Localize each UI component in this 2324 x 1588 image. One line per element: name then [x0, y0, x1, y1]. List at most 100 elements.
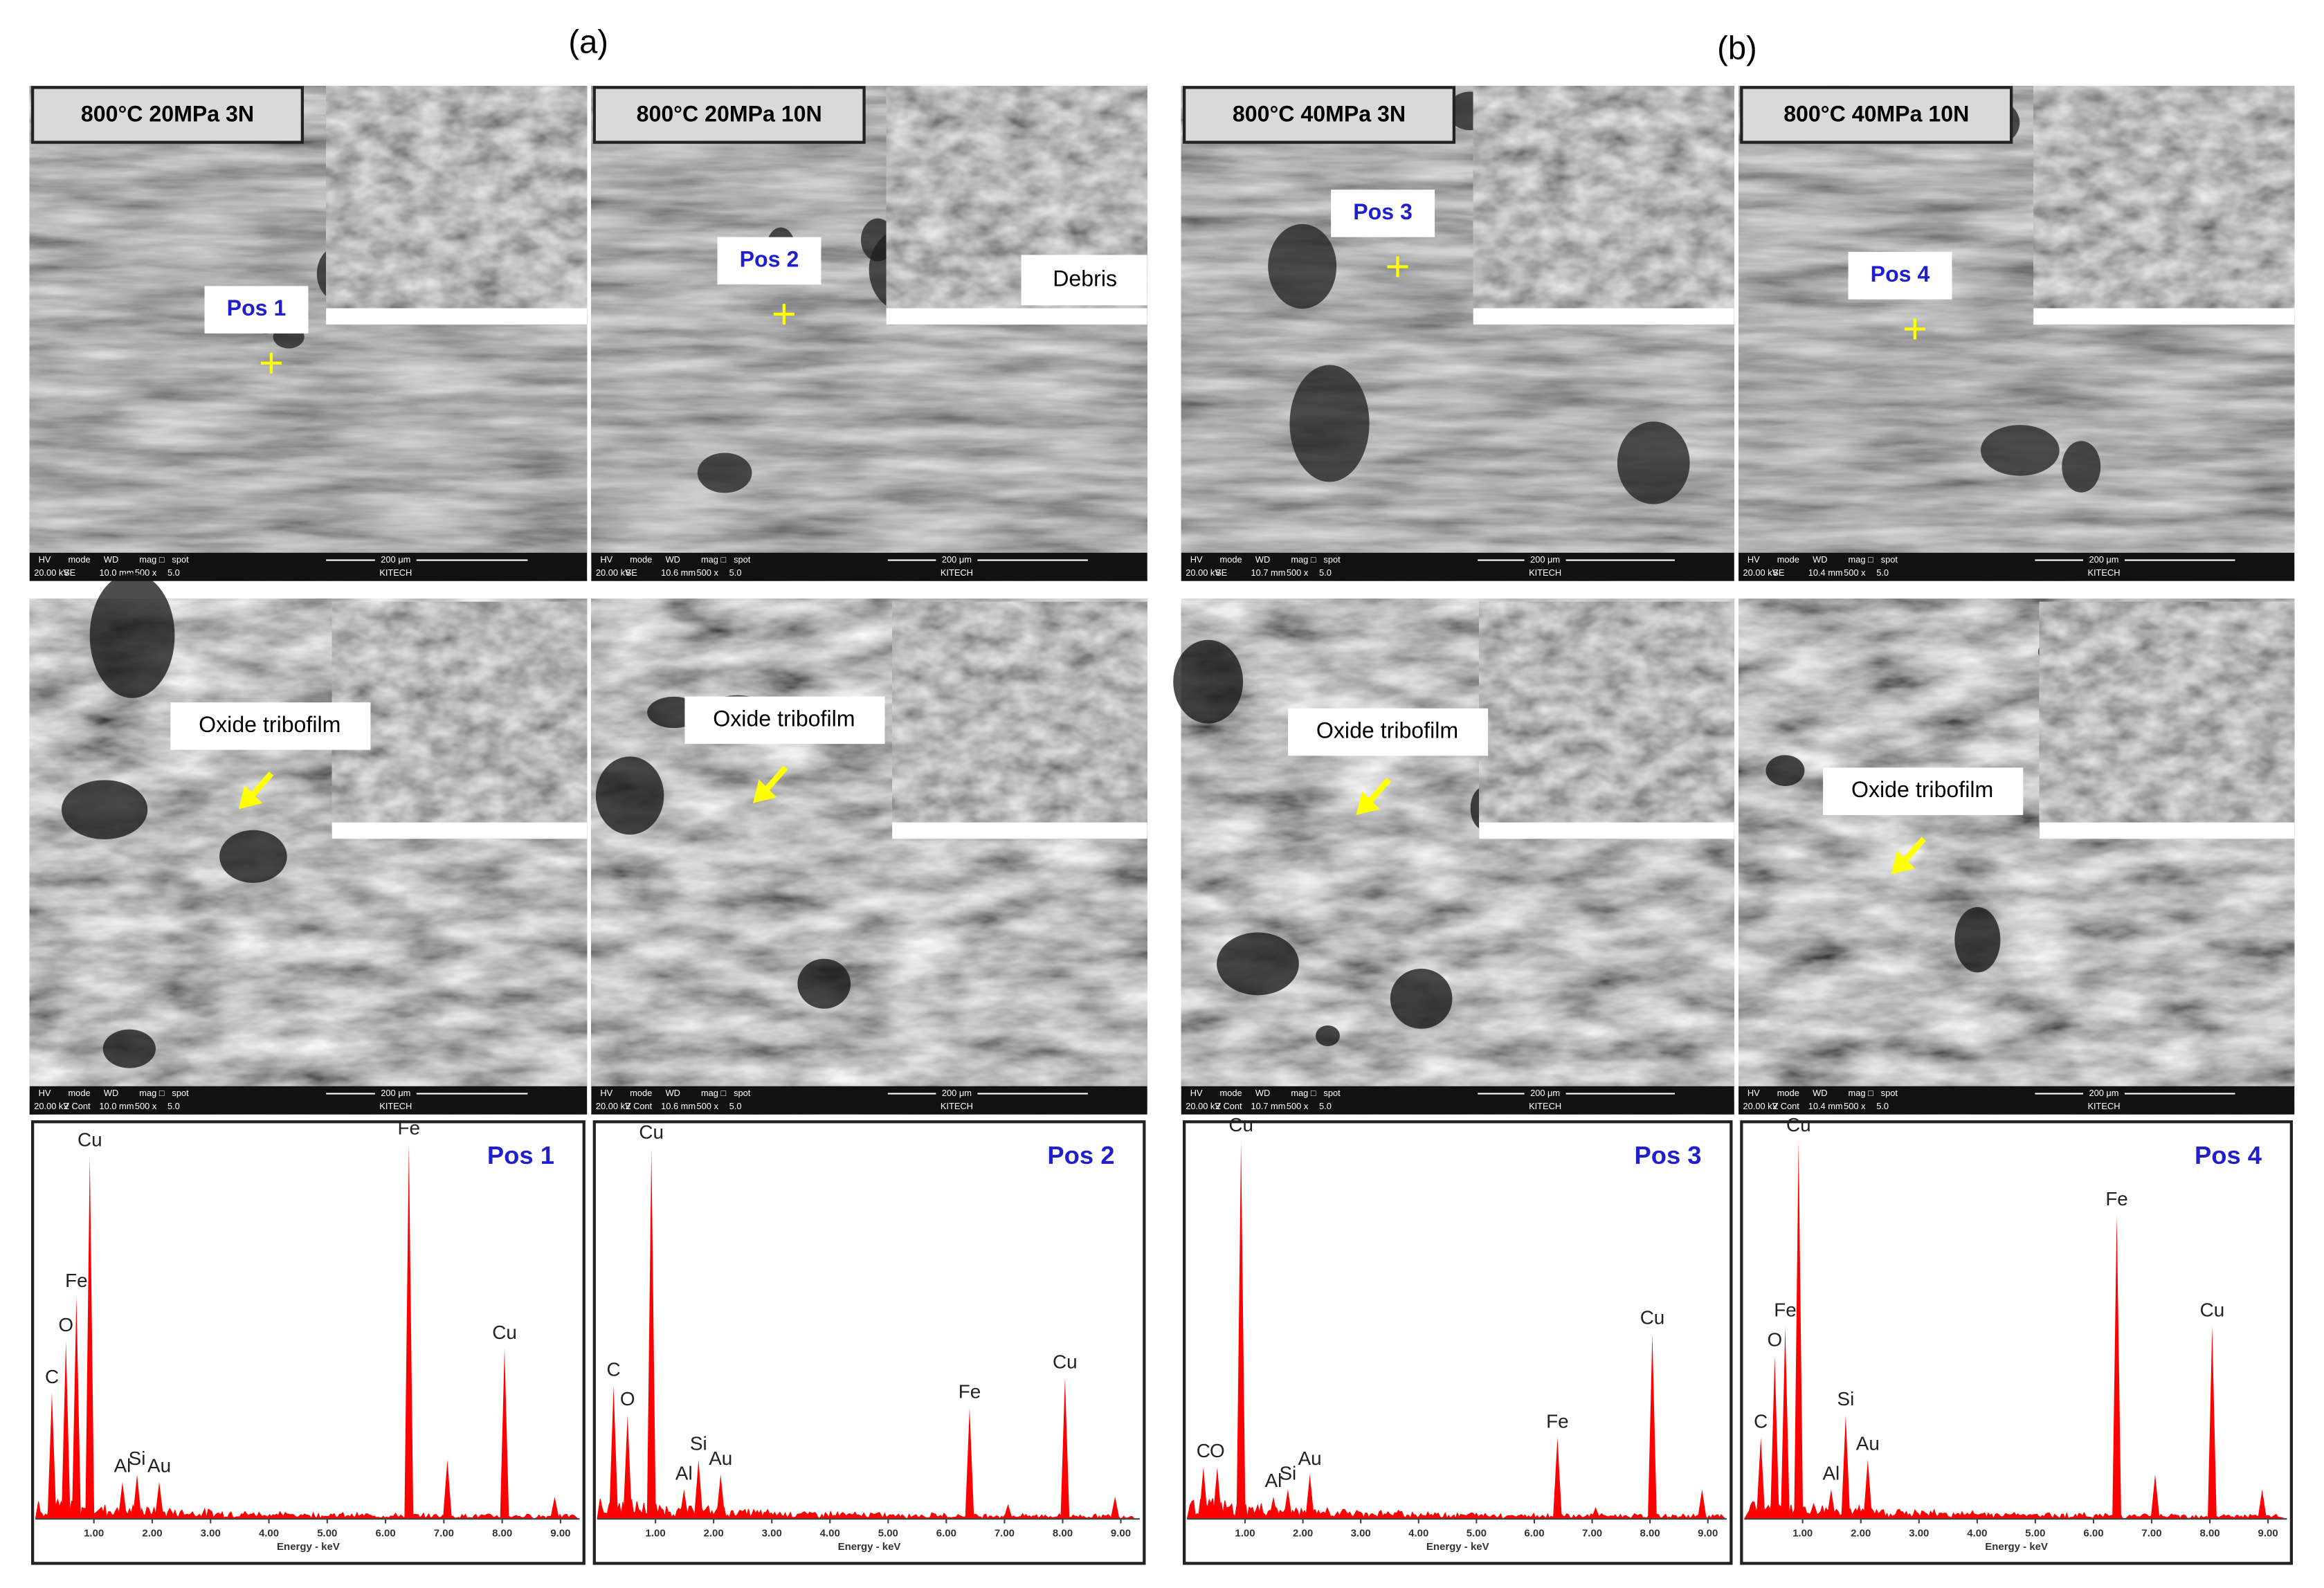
info-header: mag □ — [139, 554, 165, 565]
info-header: mag □ — [701, 1088, 727, 1098]
info-header: mag □ — [701, 554, 727, 565]
peak — [71, 1296, 81, 1519]
pos-label: Pos 4 — [1871, 262, 1930, 286]
peak — [693, 1459, 703, 1519]
info-bar — [591, 1086, 1147, 1115]
x-tick-label: 4.00 — [820, 1528, 840, 1540]
peak — [1826, 1489, 1836, 1519]
scale-bg — [374, 1089, 417, 1098]
peak — [1697, 1489, 1707, 1519]
sem-feature — [1217, 932, 1299, 996]
peak — [118, 1481, 127, 1519]
peak — [550, 1497, 559, 1519]
info-header: mag □ — [139, 1088, 165, 1098]
x-tick-label: 2.00 — [142, 1528, 162, 1540]
condition-box — [30, 86, 305, 144]
info-header: spot — [1323, 1088, 1341, 1098]
x-tick-label: 6.00 — [2083, 1528, 2103, 1540]
peak — [716, 1474, 725, 1519]
condition-box — [1740, 86, 2013, 144]
cross-marker — [1387, 256, 1408, 277]
info-header: spot — [734, 554, 751, 565]
peak-label: Au — [1298, 1448, 1322, 1469]
info-value: SE — [64, 567, 75, 578]
info-value: 500 x — [1844, 567, 1866, 578]
info-header: mode — [69, 1088, 91, 1098]
info-value: 20.00 kV — [596, 567, 631, 578]
peak — [1213, 1467, 1222, 1519]
info-header: spot — [1881, 1088, 1898, 1098]
info-value: 5.0 — [1876, 1101, 1889, 1111]
info-header: mag □ — [1849, 554, 1874, 565]
info-header: HV — [1747, 1088, 1760, 1098]
info-value: 500 x — [697, 567, 719, 578]
info-value: 20.00 kV — [1743, 1101, 1779, 1111]
scale-label: 200 μm — [381, 554, 410, 565]
scale-label: 200 μm — [2089, 554, 2118, 565]
peak-label: Fe — [1546, 1410, 1568, 1432]
peak-label: Cu — [1228, 1114, 1253, 1135]
peak — [965, 1407, 974, 1519]
peak-label: Fe — [398, 1117, 420, 1138]
info-header: WD — [104, 1088, 118, 1098]
info-bar — [1181, 552, 1734, 581]
scale-bg — [374, 556, 417, 565]
info-value: 500 x — [1287, 567, 1309, 578]
info-value: Z Cont — [1772, 1101, 1799, 1111]
info-value: 20.00 kV — [1186, 1101, 1221, 1111]
info-header: WD — [1255, 554, 1270, 565]
info-header: mode — [1777, 554, 1799, 565]
x-tick-label: 7.00 — [995, 1528, 1015, 1540]
spectrum-frame — [1740, 1120, 2294, 1565]
peak — [154, 1481, 164, 1519]
peak — [443, 1459, 452, 1519]
peak — [1199, 1467, 1208, 1519]
x-axis-label: Energy - keV — [838, 1541, 901, 1553]
x-tick-label: 9.00 — [550, 1528, 570, 1540]
peak — [85, 1156, 95, 1519]
x-tick-label: 1.00 — [1792, 1528, 1813, 1540]
info-header: mag □ — [1291, 554, 1316, 565]
sem-feature — [595, 756, 664, 835]
inset-bar — [1473, 308, 1734, 325]
peak-label: Si — [129, 1448, 146, 1469]
condition-label: 800°C 20MPa 10N — [637, 102, 822, 127]
info-value: 10.4 mm — [1808, 567, 1843, 578]
info-value: Z Cont — [1215, 1101, 1242, 1111]
peak — [679, 1489, 689, 1519]
scale-bg — [2082, 1089, 2125, 1098]
scale-label: 200 μm — [942, 554, 972, 565]
peak — [61, 1341, 71, 1519]
info-value: 5.0 — [1319, 1101, 1332, 1111]
x-axis-label: Energy - keV — [1985, 1541, 2048, 1553]
info-value: SE — [626, 567, 637, 578]
x-tick-label: 2.00 — [1851, 1528, 1871, 1540]
info-header: spot — [172, 1088, 189, 1098]
info-header: HV — [600, 1088, 612, 1098]
info-value: KITECH — [379, 1101, 412, 1111]
arrow — [1365, 777, 1391, 805]
peak — [1863, 1459, 1873, 1519]
info-value: 5.0 — [1876, 567, 1889, 578]
peak-label: Al — [1823, 1462, 1840, 1484]
info-value: Z Cont — [64, 1101, 91, 1111]
peak — [1269, 1497, 1278, 1519]
info-value: 10.6 mm — [661, 567, 696, 578]
scale-label: 200 μm — [1530, 1088, 1560, 1098]
peak — [2150, 1474, 2160, 1519]
info-value: KITECH — [1529, 1101, 1561, 1111]
sem-feature — [1954, 906, 2001, 973]
peak — [646, 1148, 656, 1519]
sem-inset — [2032, 84, 2296, 326]
spectrum-title: Pos 4 — [2195, 1141, 2262, 1169]
peak-label: Cu — [78, 1129, 102, 1150]
info-value: KITECH — [1529, 567, 1561, 578]
peak — [500, 1348, 509, 1519]
info-value: 500 x — [1287, 1101, 1309, 1111]
cross-marker — [773, 304, 795, 325]
info-value: Z Cont — [626, 1101, 653, 1111]
pos-box — [1848, 252, 1952, 300]
annotation-box — [1288, 708, 1489, 756]
sem-feature — [1617, 421, 1690, 504]
